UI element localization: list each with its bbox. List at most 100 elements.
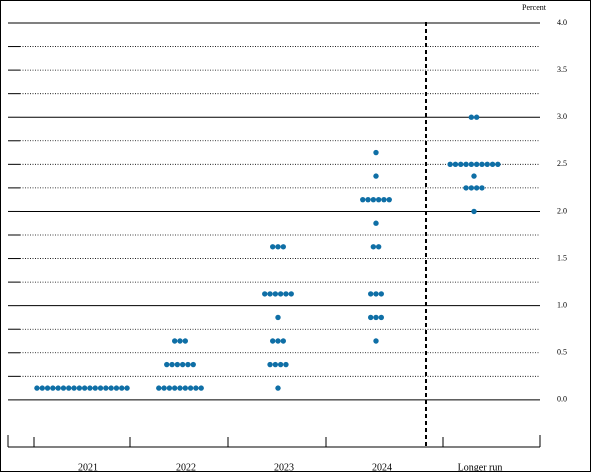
dot <box>479 161 485 168</box>
dot <box>360 196 366 203</box>
dot <box>190 361 196 368</box>
dot <box>283 361 289 368</box>
dot <box>198 385 204 391</box>
dot <box>182 385 188 391</box>
dot <box>270 338 276 344</box>
dot <box>373 314 379 321</box>
y-tick-label: 1.0 <box>557 300 567 309</box>
dot <box>275 338 281 344</box>
dot <box>103 385 109 391</box>
dot <box>267 361 273 368</box>
dot <box>50 385 56 391</box>
dot <box>262 291 268 297</box>
y-tick-label: 4.0 <box>557 18 567 27</box>
dot <box>164 361 170 368</box>
dot <box>280 244 286 250</box>
dot <box>272 361 279 368</box>
dot <box>60 385 67 391</box>
dot <box>473 185 480 191</box>
dot <box>370 196 377 203</box>
dot <box>484 161 490 168</box>
dot <box>92 385 98 391</box>
dot <box>272 291 279 297</box>
dot <box>182 338 188 344</box>
y-tick-label: 3.5 <box>557 65 567 74</box>
x-tick-label: 2023 <box>274 462 294 472</box>
dot <box>452 161 459 168</box>
dot <box>166 385 173 391</box>
dot <box>458 161 464 168</box>
dot <box>386 196 392 203</box>
dot <box>373 149 379 156</box>
dot <box>161 385 167 391</box>
dot <box>179 361 186 368</box>
dot <box>283 291 289 297</box>
dot <box>66 385 72 391</box>
dot <box>381 196 387 203</box>
dot <box>156 385 162 391</box>
dot <box>172 385 178 391</box>
x-tick-label: 2022 <box>176 462 196 472</box>
dot <box>370 244 377 250</box>
dot <box>119 385 125 391</box>
dot <box>97 385 104 391</box>
dot <box>34 385 40 391</box>
dot <box>169 361 175 368</box>
dot <box>277 361 284 368</box>
dot <box>468 114 475 120</box>
dot <box>368 291 374 297</box>
dot <box>468 161 475 168</box>
dot <box>277 291 284 297</box>
x-tick-label: Longer run <box>458 462 503 472</box>
dot <box>473 114 480 120</box>
dot <box>76 385 83 391</box>
dot <box>479 185 485 191</box>
dot <box>280 338 286 344</box>
dot <box>373 173 379 179</box>
dot <box>187 385 194 391</box>
x-tick-label: 2021 <box>78 462 98 472</box>
dot <box>378 291 384 297</box>
dot <box>267 291 273 297</box>
dot <box>373 338 379 344</box>
dot <box>55 385 61 391</box>
dot <box>193 385 199 391</box>
dot <box>44 385 51 391</box>
dot <box>288 291 294 297</box>
dot <box>368 314 374 321</box>
y-tick-label: 1.5 <box>557 253 567 262</box>
dot <box>177 385 183 391</box>
dot <box>375 196 382 203</box>
dot <box>463 161 469 168</box>
dot <box>373 291 379 297</box>
dot <box>365 196 371 203</box>
dot <box>471 208 477 215</box>
dot <box>489 161 496 168</box>
dot <box>473 161 480 168</box>
y-axis-label: Percent <box>522 3 547 12</box>
dot <box>463 185 469 191</box>
x-tick-label: 2024 <box>372 462 392 472</box>
dot <box>373 220 379 226</box>
y-tick-label: 2.5 <box>557 159 567 168</box>
dot <box>81 385 88 391</box>
dot <box>468 185 475 191</box>
dot <box>108 385 114 391</box>
dot <box>275 314 281 321</box>
y-tick-label: 0.5 <box>557 348 567 357</box>
dot <box>87 385 93 391</box>
dot <box>39 385 45 391</box>
dot <box>378 314 384 321</box>
dot <box>495 161 501 168</box>
dot <box>375 244 382 250</box>
dot <box>177 338 183 344</box>
dot <box>275 385 281 391</box>
dot <box>185 361 191 368</box>
dot <box>471 173 477 179</box>
y-tick-label: 3.0 <box>557 112 567 121</box>
dot <box>113 385 120 391</box>
dot <box>71 385 77 391</box>
y-tick-label: 2.0 <box>557 206 567 215</box>
